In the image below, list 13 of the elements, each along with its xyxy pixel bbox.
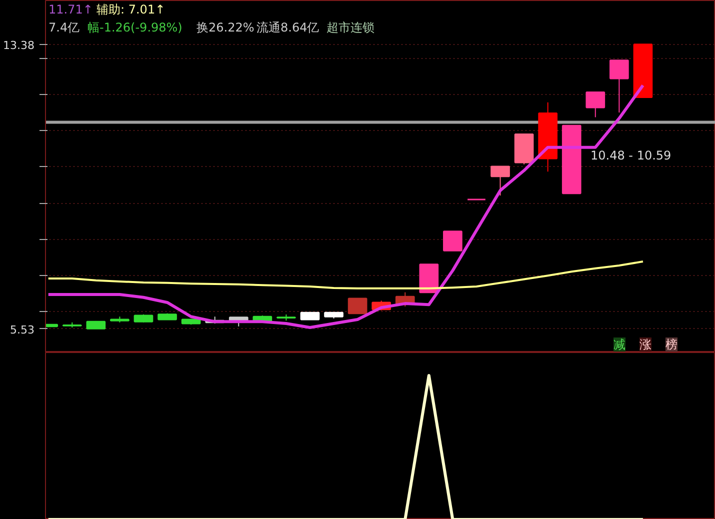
annotation: 辅助: 7.01↑ [96, 2, 166, 16]
annotation: 换26.22% [196, 20, 254, 34]
y-tick-label: 5.53 [10, 323, 35, 336]
annotation: 涨 [640, 338, 652, 352]
annotation: 7.4亿 [48, 20, 80, 34]
annotation: 减 [614, 338, 626, 352]
annotation: 幅-1.26(-9.98%) [88, 20, 182, 34]
annotation: 10.48 - 10.59 [590, 148, 672, 162]
annotation: 11.71↑ [48, 2, 93, 16]
annotation: 超市连锁 [326, 20, 374, 34]
annotation: 流通8.64亿 [256, 20, 320, 34]
y-tick-label: 13.38 [3, 38, 35, 52]
text: 榜 [666, 338, 678, 352]
